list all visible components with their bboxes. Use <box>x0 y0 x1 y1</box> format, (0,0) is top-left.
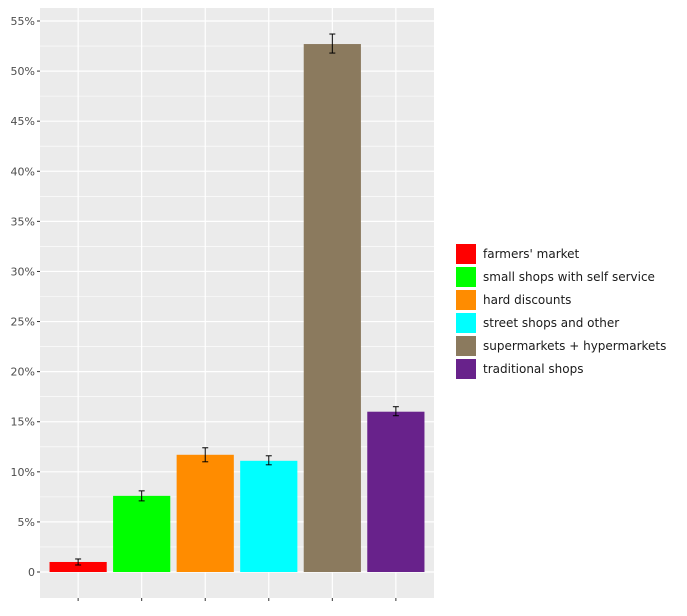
y-tick-label: 55% <box>11 15 35 28</box>
y-tick-label: 0 <box>28 566 35 579</box>
y-tick-label: 30% <box>11 265 35 278</box>
error-bar <box>75 558 82 566</box>
y-tick-label: 20% <box>11 366 35 379</box>
legend-item: hard discounts <box>456 288 666 311</box>
legend-label: supermarkets + hypermarkets <box>483 338 667 353</box>
bar <box>367 411 425 572</box>
legend-item: farmers' market <box>456 242 666 265</box>
legend-label: traditional shops <box>483 361 584 376</box>
legend-swatch <box>456 266 476 287</box>
y-tick-label: 5% <box>18 516 35 529</box>
error-bar <box>138 490 145 502</box>
legend-item: street shops and other <box>456 311 666 334</box>
legend: farmers' market small shops with self ser… <box>456 242 666 380</box>
error-bar <box>392 406 399 417</box>
legend-label: street shops and other <box>483 315 620 330</box>
legend-swatch <box>456 243 476 264</box>
x-axis <box>77 598 397 601</box>
legend-label: small shops with self service <box>483 269 655 284</box>
y-tick-label: 10% <box>11 466 35 479</box>
error-bar <box>265 455 272 466</box>
y-tick-label: 40% <box>11 165 35 178</box>
bar <box>176 454 234 572</box>
bar <box>303 44 361 573</box>
bar <box>113 495 171 572</box>
error-bar <box>329 33 336 54</box>
y-tick-label: 15% <box>11 416 35 429</box>
bars <box>49 44 425 573</box>
legend-swatch <box>456 358 476 379</box>
error-bars <box>75 33 399 566</box>
y-tick-label: 25% <box>11 316 35 329</box>
legend-label: farmers' market <box>483 246 580 261</box>
legend-swatch <box>456 335 476 356</box>
legend-item: traditional shops <box>456 357 666 380</box>
bar <box>240 460 298 572</box>
bar <box>49 561 107 572</box>
y-tick-label: 50% <box>11 65 35 78</box>
y-axis: 0 5% 10% 15% 20% 25% 30% 35% 40% 45% 50% 55% <box>11 15 40 579</box>
legend-swatch <box>456 312 476 333</box>
y-tick-label: 45% <box>11 115 35 128</box>
error-bar <box>202 447 209 463</box>
y-tick-label: 35% <box>11 215 35 228</box>
legend-item: small shops with self service <box>456 265 666 288</box>
legend-swatch <box>456 289 476 310</box>
legend-label: hard discounts <box>483 292 572 307</box>
legend-item: supermarkets + hypermarkets <box>456 334 666 357</box>
